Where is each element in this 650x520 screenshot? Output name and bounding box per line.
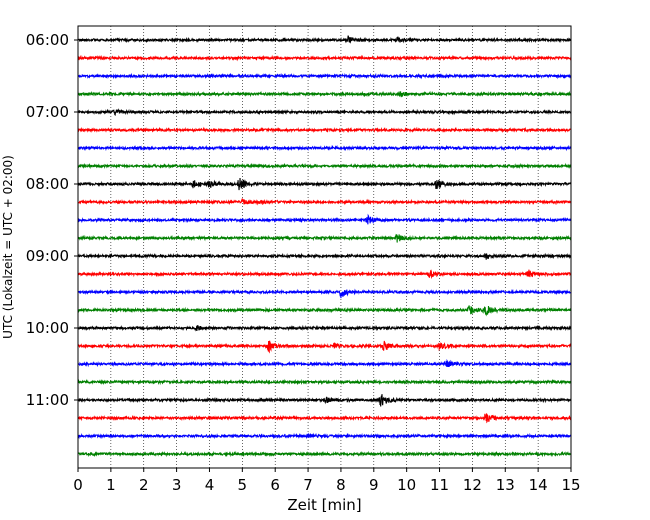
seismogram-trace xyxy=(77,413,572,424)
seismogram-trace xyxy=(77,269,572,280)
x-tick-label: 5 xyxy=(238,476,248,494)
seismogram-trace xyxy=(77,144,572,152)
seismogram-trace xyxy=(77,90,572,98)
x-tick-label: 6 xyxy=(270,476,280,494)
trace-layer xyxy=(77,35,572,458)
y-axis-title: UTC (Lokalzeit = UTC + 02:00) xyxy=(1,155,15,339)
seismogram-trace xyxy=(77,358,572,368)
seismogram-trace xyxy=(77,213,572,225)
tick-layer: 0 1 2 3 4 5 6 7 8 9 10 11 12 13 14 1506:0007:0008:0009:… xyxy=(26,31,581,494)
seismogram-trace xyxy=(77,197,572,206)
plot-frame xyxy=(77,25,572,469)
x-tick-label: 2 xyxy=(139,476,149,494)
x-tick-label: 14 xyxy=(529,476,548,494)
y-tick-label: 10:00 xyxy=(26,319,69,337)
seismogram-trace xyxy=(77,178,572,191)
x-tick-label: 1 xyxy=(106,476,116,494)
seismogram-trace xyxy=(77,378,572,386)
y-tick-label: 06:00 xyxy=(26,31,69,49)
seismogram-trace xyxy=(77,162,572,170)
y-tick-label: 07:00 xyxy=(26,103,69,121)
seismogram-trace xyxy=(77,450,572,458)
seismogram-trace xyxy=(77,54,572,62)
x-tick-label: 9 xyxy=(369,476,379,494)
x-tick-label: 10 xyxy=(397,476,416,494)
x-tick-label: 15 xyxy=(561,476,580,494)
seismogram-trace xyxy=(77,324,572,332)
x-axis-title: Zeit [min] xyxy=(287,496,361,514)
x-tick-label: 3 xyxy=(172,476,182,494)
seismogram-trace xyxy=(77,305,572,317)
seismogram-trace xyxy=(77,288,572,299)
seismogram-trace xyxy=(77,108,572,117)
seismogram-trace xyxy=(77,72,572,80)
x-tick-label: 4 xyxy=(205,476,215,494)
y-tick-label: 11:00 xyxy=(26,391,69,409)
seismogram-trace xyxy=(77,35,572,44)
x-tick-label: 11 xyxy=(430,476,449,494)
x-tick-label: 0 xyxy=(73,476,83,494)
seismogram-trace xyxy=(77,340,572,354)
x-tick-label: 7 xyxy=(303,476,313,494)
seismogram-trace xyxy=(77,252,572,260)
x-tick-label: 13 xyxy=(496,476,515,494)
seismogram-trace xyxy=(77,394,572,407)
seismogram-trace xyxy=(77,432,572,440)
y-tick-label: 08:00 xyxy=(26,175,69,193)
x-tick-label: 12 xyxy=(463,476,482,494)
x-tick-label: 8 xyxy=(336,476,346,494)
seismogram-trace xyxy=(77,233,572,243)
y-tick-label: 09:00 xyxy=(26,247,69,265)
seismogram-trace xyxy=(77,126,572,134)
